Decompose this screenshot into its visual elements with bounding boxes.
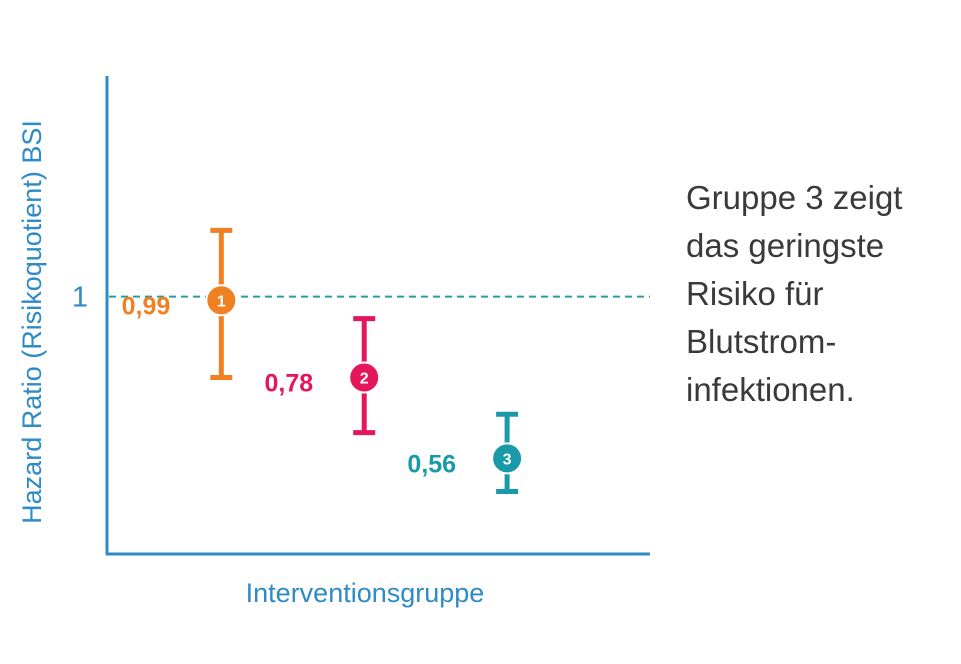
- data-point-group-1: 10,99: [122, 227, 238, 381]
- y-axis-label: Hazard Ratio (Risikoquotient) BSI: [17, 120, 47, 524]
- annotation-line: infektionen.: [686, 371, 855, 408]
- annotation-line: Gruppe 3 zeigt: [686, 179, 903, 216]
- data-point-group-3: 30,56: [407, 411, 524, 494]
- annotation-text: Gruppe 3 zeigt das geringste Risiko für Blu…: [686, 174, 956, 414]
- point-marker: [491, 442, 524, 475]
- point-marker: [205, 284, 238, 317]
- point-marker: [348, 361, 381, 394]
- point-marker-number: 3: [503, 451, 512, 468]
- annotation-line: Blutstrom-: [686, 323, 837, 360]
- annotation-line: Risiko für: [686, 275, 824, 312]
- annotation-line: das geringste: [686, 227, 885, 264]
- data-label: 0,99: [122, 292, 171, 320]
- point-marker-number: 1: [217, 293, 226, 310]
- data-label: 0,56: [407, 450, 456, 478]
- y-tick-label: 1: [72, 282, 88, 314]
- point-marker-number: 2: [360, 371, 369, 388]
- x-axis-label: Interventionsgruppe: [246, 578, 485, 608]
- y-ticks: 1: [72, 282, 88, 314]
- data-label: 0,78: [265, 370, 314, 398]
- data-point-group-2: 20,78: [265, 316, 381, 436]
